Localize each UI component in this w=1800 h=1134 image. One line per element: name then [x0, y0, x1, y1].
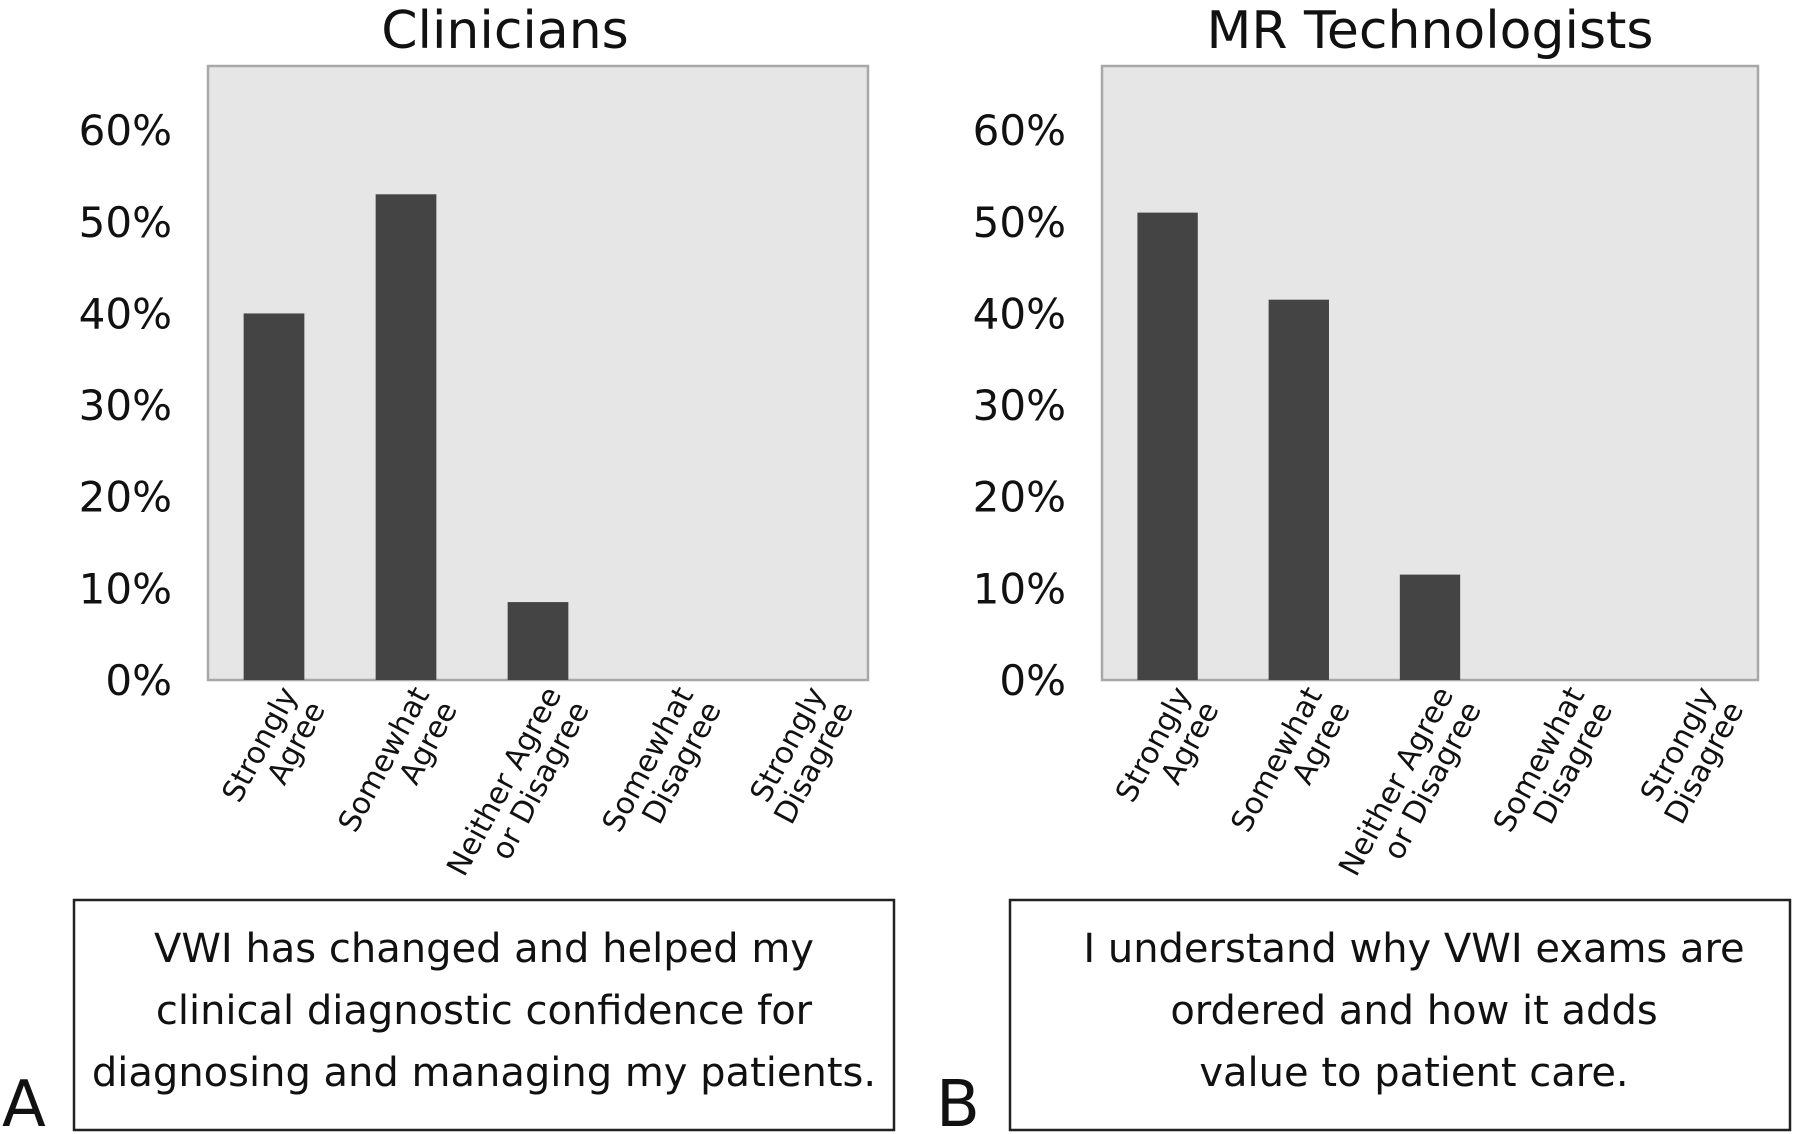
- y-tick-label: 50%: [79, 198, 172, 247]
- y-tick-label: 50%: [973, 198, 1066, 247]
- bar: [375, 194, 437, 680]
- y-tick-label: 20%: [973, 473, 1066, 522]
- chart-title: MR Technologists: [1206, 1, 1653, 61]
- caption-line: diagnosing and managing my patients.: [92, 1050, 876, 1096]
- chart-title: Clinicians: [381, 1, 629, 61]
- y-tick-label: 30%: [973, 381, 1066, 430]
- y-tick-label: 10%: [973, 564, 1066, 613]
- x-tick-label: SomewhatDisagree: [1487, 681, 1620, 853]
- y-tick-label: 60%: [79, 106, 172, 155]
- x-tick-label: SomewhatAgree: [1224, 681, 1357, 853]
- caption-line: clinical diagnostic confidence for: [156, 988, 813, 1034]
- y-tick-label: 60%: [973, 106, 1066, 155]
- y-tick-label: 20%: [79, 473, 172, 522]
- y-tick-label: 30%: [79, 381, 172, 430]
- caption-box: [72, 898, 896, 1132]
- panel-b: MR Technologists 0% 10% 20% 30% 40% 50% 60% Stro…: [936, 1, 1792, 1134]
- caption-line: ordered and how it adds: [1170, 988, 1657, 1034]
- caption-line: I understand why VWI exams are: [1083, 926, 1744, 972]
- x-tick-label: StronglyDisagree: [1630, 681, 1751, 830]
- caption-line: VWI has changed and helped my: [154, 926, 814, 972]
- x-tick-label: SomewhatDisagree: [596, 681, 729, 853]
- y-tick-label: 0%: [105, 656, 172, 705]
- panel-a: Clinicians 0% 10% 20% 30% 40% 50% 60% StronglyAg…: [2, 1, 896, 1134]
- bar: [243, 313, 305, 680]
- bar: [507, 602, 569, 680]
- caption-line: value to patient care.: [1199, 1050, 1628, 1096]
- y-tick-label: 40%: [973, 289, 1066, 338]
- bar: [1399, 574, 1461, 680]
- x-tick-label: StronglyAgree: [1109, 681, 1226, 823]
- panel-label: B: [936, 1068, 980, 1134]
- plot-area: [206, 64, 870, 682]
- y-tick-label: 0%: [999, 656, 1066, 705]
- x-tick-label: StronglyAgree: [215, 681, 332, 823]
- x-tick-label: SomewhatAgree: [332, 681, 465, 853]
- panel-label: A: [2, 1068, 46, 1134]
- bar: [1137, 212, 1198, 680]
- x-tick-label: StronglyDisagree: [740, 681, 861, 830]
- caption-box: [1008, 898, 1792, 1132]
- y-tick-label: 40%: [79, 289, 172, 338]
- y-tick-label: 10%: [79, 564, 172, 613]
- bar: [1268, 299, 1329, 680]
